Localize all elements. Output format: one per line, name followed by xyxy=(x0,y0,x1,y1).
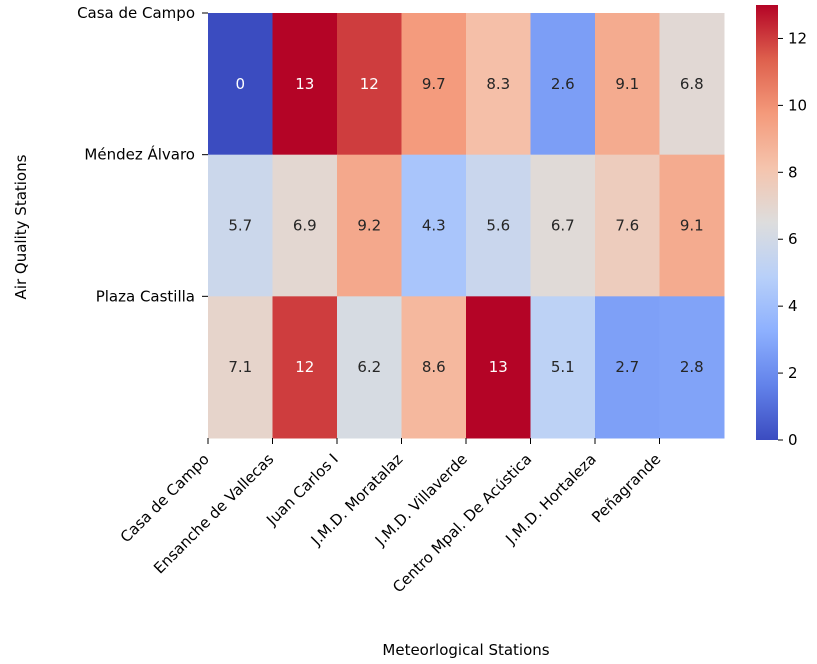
cell-value-label: 9.2 xyxy=(357,217,381,235)
cell-value-label: 0 xyxy=(235,75,245,93)
heatmap-cell xyxy=(466,154,531,297)
y-axis-label: Air Quality Stations xyxy=(12,154,30,299)
cell-value-label: 2.7 xyxy=(615,358,639,376)
cell-value-label: 7.6 xyxy=(615,217,639,235)
heatmap-cell xyxy=(595,154,660,297)
heatmap-cell xyxy=(595,296,660,439)
heatmap-cell xyxy=(208,296,273,439)
cell-value-label: 4.3 xyxy=(422,217,446,235)
cell-value-label: 9.1 xyxy=(680,217,704,235)
heatmap-cell xyxy=(272,13,338,156)
cell-value-label: 5.6 xyxy=(486,217,510,235)
cell-value-label: 5.1 xyxy=(551,358,575,376)
y-tick-label: Casa de Campo xyxy=(77,4,195,22)
x-axis-label: Meteorlogical Stations xyxy=(382,641,549,659)
heatmap-cell xyxy=(530,154,596,297)
heatmap-cell xyxy=(337,154,402,297)
cell-value-label: 6.8 xyxy=(680,75,704,93)
heatmap-cell xyxy=(337,13,402,156)
cell-value-label: 9.7 xyxy=(422,75,446,93)
colorbar-tick-label: 6 xyxy=(788,230,798,248)
heatmap-cell xyxy=(208,154,273,297)
y-axis-ticks: Casa de Campo Méndez Álvaro Plaza Castilla xyxy=(77,4,208,305)
cell-value-label: 6.9 xyxy=(293,217,317,235)
cell-value-label: 13 xyxy=(489,358,508,376)
cell-value-label: 7.1 xyxy=(228,358,252,376)
y-tick-label: Plaza Castilla xyxy=(96,287,195,305)
y-tick-label: Méndez Álvaro xyxy=(84,145,195,164)
heatmap-cells xyxy=(208,13,725,439)
cell-value-label: 9.1 xyxy=(615,75,639,93)
cell-value-label: 8.6 xyxy=(422,358,446,376)
colorbar-tick-label: 2 xyxy=(788,364,798,382)
heatmap-cell xyxy=(208,13,273,156)
cell-value-label: 12 xyxy=(295,358,314,376)
cell-value-label: 5.7 xyxy=(228,217,252,235)
heatmap-cell xyxy=(659,296,725,439)
colorbar-tick-label: 10 xyxy=(788,96,807,114)
x-tick-label: Ensanche de Vallecas xyxy=(150,450,277,577)
heatmap-cell-labels: 0 13 12 9.7 8.3 2.6 9.1 6.8 5.7 6.9 9.2 4.3 5.6 6.7 7.… xyxy=(228,75,703,376)
heatmap-cell xyxy=(466,296,531,439)
cell-value-label: 12 xyxy=(360,75,379,93)
heatmap-cell xyxy=(659,13,725,156)
heatmap-cell xyxy=(466,13,531,156)
colorbar-tick-label: 8 xyxy=(788,163,798,181)
heatmap-cell xyxy=(659,154,725,297)
cell-value-label: 2.6 xyxy=(551,75,575,93)
colorbar-tick-label: 4 xyxy=(788,297,798,315)
colorbar: 0 2 4 6 8 10 12 xyxy=(756,5,807,449)
heatmap-cell xyxy=(530,13,596,156)
x-tick-label: Peñagrande xyxy=(588,450,664,526)
colorbar-gradient xyxy=(756,5,778,440)
cell-value-label: 6.7 xyxy=(551,217,575,235)
heatmap-cell xyxy=(401,13,467,156)
heatmap-cell xyxy=(272,154,338,297)
heatmap-cell xyxy=(530,296,596,439)
heatmap-cell xyxy=(595,13,660,156)
heatmap-cell xyxy=(401,296,467,439)
cell-value-label: 8.3 xyxy=(486,75,510,93)
heatmap-cell xyxy=(272,296,338,439)
cell-value-label: 13 xyxy=(295,75,314,93)
cell-value-label: 2.8 xyxy=(680,358,704,376)
heatmap-cell xyxy=(401,154,467,297)
colorbar-tick-label: 0 xyxy=(788,431,798,449)
colorbar-tick-label: 12 xyxy=(788,29,807,47)
heatmap-cell xyxy=(337,296,402,439)
cell-value-label: 6.2 xyxy=(357,358,381,376)
